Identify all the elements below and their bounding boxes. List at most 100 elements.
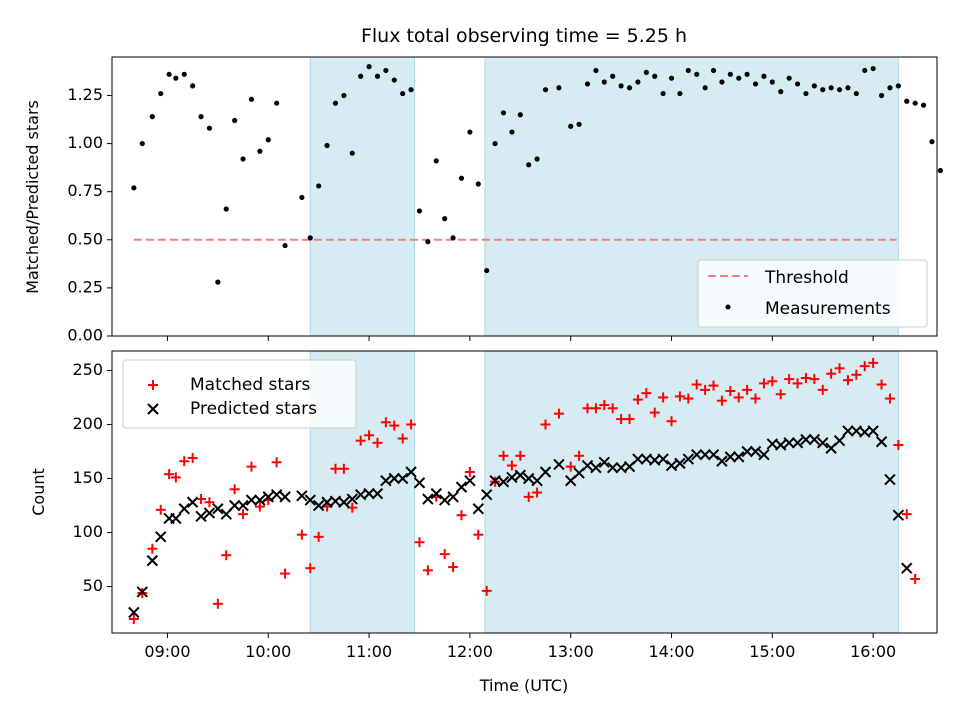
measurement-point: [374, 73, 381, 79]
predicted-star-point: [438, 494, 451, 506]
measurement-point: [433, 158, 439, 164]
measurement-point: [131, 185, 137, 191]
matched-star-point: [553, 408, 564, 419]
matched-star-point: [355, 435, 366, 446]
measurement-point: [836, 87, 843, 93]
measurement-point: [475, 181, 481, 187]
matched-star-point: [473, 529, 484, 540]
predicted-star-point: [514, 469, 527, 481]
matched-star-point: [187, 452, 198, 463]
predicted-star-point: [228, 499, 241, 512]
measurement-point: [870, 65, 876, 72]
measurement-point: [761, 73, 767, 79]
predicted-star-point: [186, 496, 199, 508]
matched-star-point: [506, 460, 517, 471]
measurement-point: [610, 73, 616, 79]
matched-star-point: [632, 394, 643, 405]
measurement-point: [584, 81, 591, 87]
predicted-star-point: [531, 474, 543, 487]
y-tick-label: 0.00: [67, 326, 103, 345]
matched-stars-points: [128, 357, 921, 624]
predicted-star-point: [480, 488, 493, 501]
x-tick-label: 14:00: [648, 642, 694, 661]
predicted-star-point: [875, 436, 888, 448]
x-tick-label: 09:00: [144, 642, 190, 661]
predicted-star-point: [380, 474, 392, 487]
x-tick-label: 15:00: [749, 642, 795, 661]
predicted-star-point: [413, 477, 426, 489]
legend-matched-swatch: [148, 380, 158, 390]
matched-star-point: [708, 380, 719, 391]
measurement-point: [904, 98, 910, 104]
predicted-star-point: [817, 437, 829, 449]
predicted-star-point: [279, 491, 291, 503]
measurement-point: [710, 67, 717, 74]
predicted-star-point: [758, 449, 770, 461]
x-tick-label: 12:00: [447, 642, 493, 661]
bottom-y-axis-ticks: 50 100 150 200 250: [72, 360, 112, 595]
matched-star-point: [397, 433, 408, 444]
matched-star-point: [364, 430, 375, 441]
measurement-point: [593, 67, 599, 74]
measurement-point: [391, 77, 397, 83]
measurement-point: [828, 85, 834, 91]
predicted-star-point: [691, 449, 703, 461]
matched-star-point: [221, 550, 232, 561]
matched-star-point: [725, 385, 736, 396]
predicted-star-point: [749, 445, 762, 458]
measurement-point: [358, 73, 364, 79]
measurement-point: [794, 81, 801, 87]
measurement-point: [887, 85, 893, 91]
bottom-panel: 50 100 150 200 250 09:00 10:00 11:00 12:00 13:00…: [29, 350, 938, 695]
measurement-point: [206, 125, 213, 131]
measurement-point: [332, 100, 339, 106]
matched-star-point: [767, 376, 778, 387]
predicted-star-point: [553, 458, 565, 471]
predicted-star-point: [270, 488, 283, 501]
predicted-star-point: [146, 554, 159, 567]
x-tick-label: 13:00: [548, 642, 594, 661]
measurement-point: [677, 90, 683, 97]
measurement-point: [158, 90, 164, 97]
predicted-star-point: [195, 510, 207, 523]
matched-star-point: [212, 598, 223, 609]
measurement-point: [778, 89, 784, 95]
matched-star-point: [649, 407, 660, 418]
measurement-point: [862, 67, 868, 74]
matched-star-point: [296, 529, 307, 540]
predicted-star-point: [237, 499, 249, 512]
matched-star-point: [599, 400, 610, 411]
measurement-point: [618, 83, 624, 89]
measurement-point: [635, 79, 641, 85]
measurement-point: [257, 148, 263, 154]
matched-star-point: [406, 419, 417, 430]
matched-star-point: [834, 363, 845, 374]
measurement-point: [341, 92, 347, 99]
measurement-point: [811, 83, 817, 89]
measurement-point: [727, 71, 733, 77]
matched-star-point: [641, 388, 652, 399]
measurement-point: [576, 121, 582, 127]
predicted-star-point: [346, 493, 358, 505]
predicted-star-point: [539, 466, 552, 478]
y-tick-label: 1.00: [67, 133, 103, 152]
measurement-point: [652, 73, 658, 79]
measurement-point: [845, 85, 851, 91]
matched-star-point: [456, 510, 467, 521]
predicted-star-point: [220, 508, 232, 520]
matched-star-point: [422, 565, 433, 576]
matched-star-point: [893, 440, 904, 450]
matched-star-point: [389, 420, 400, 431]
predicted-star-point: [155, 531, 167, 543]
y-tick-label: 0.75: [67, 181, 103, 200]
matched-star-point: [338, 463, 349, 474]
predicted-star-point: [598, 456, 611, 468]
bottom-x-axis-ticks: 09:00 10:00 11:00 12:00 13:00 14:00 15:00 16:00: [144, 633, 896, 661]
matched-star-point: [532, 487, 543, 498]
measurement-point: [484, 267, 490, 274]
measurement-point: [895, 83, 901, 89]
measurement-point: [803, 90, 809, 97]
measurement-point: [215, 279, 221, 285]
predicted-star-point: [455, 481, 468, 493]
matched-star-point: [448, 562, 459, 573]
